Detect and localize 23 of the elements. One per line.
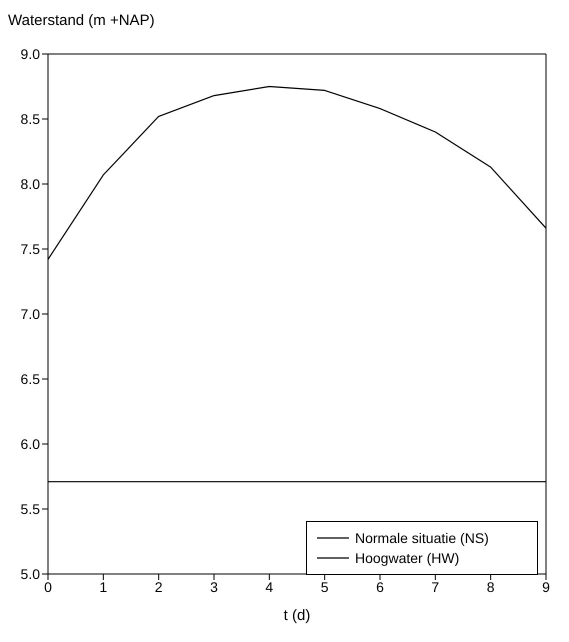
y-tick-label: 6.5 <box>20 370 40 387</box>
x-axis-title: t (d) <box>284 607 310 624</box>
y-tick-label: 8.0 <box>20 176 40 192</box>
y-tick-label: 7.5 <box>20 240 40 257</box>
x-tick-label: 6 <box>376 578 384 595</box>
x-tick-label: 0 <box>44 578 52 595</box>
x-tick-label: 9 <box>542 578 550 595</box>
y-tick-label: 7.0 <box>20 306 40 322</box>
legend-label: Hoogwater (HW) <box>355 549 460 568</box>
y-tick-label: 6.0 <box>20 436 40 452</box>
x-tick-label: 8 <box>486 578 495 595</box>
y-tick-label: 5.5 <box>20 500 40 517</box>
y-tick-label: 5.0 <box>20 566 40 582</box>
legend-label: Normale situatie (NS) <box>355 529 489 548</box>
x-tick-label: 3 <box>210 578 218 595</box>
y-tick-label: 9.0 <box>20 46 40 62</box>
x-tick-label: 2 <box>154 578 163 595</box>
x-tick-label: 4 <box>265 578 274 595</box>
y-tick-label: 8.5 <box>20 110 40 127</box>
y-axis-title: Waterstand (m +NAP) <box>8 12 155 29</box>
x-tick-label: 5 <box>320 578 329 595</box>
x-tick-label: 1 <box>99 578 108 595</box>
x-tick-label: 7 <box>431 578 440 595</box>
